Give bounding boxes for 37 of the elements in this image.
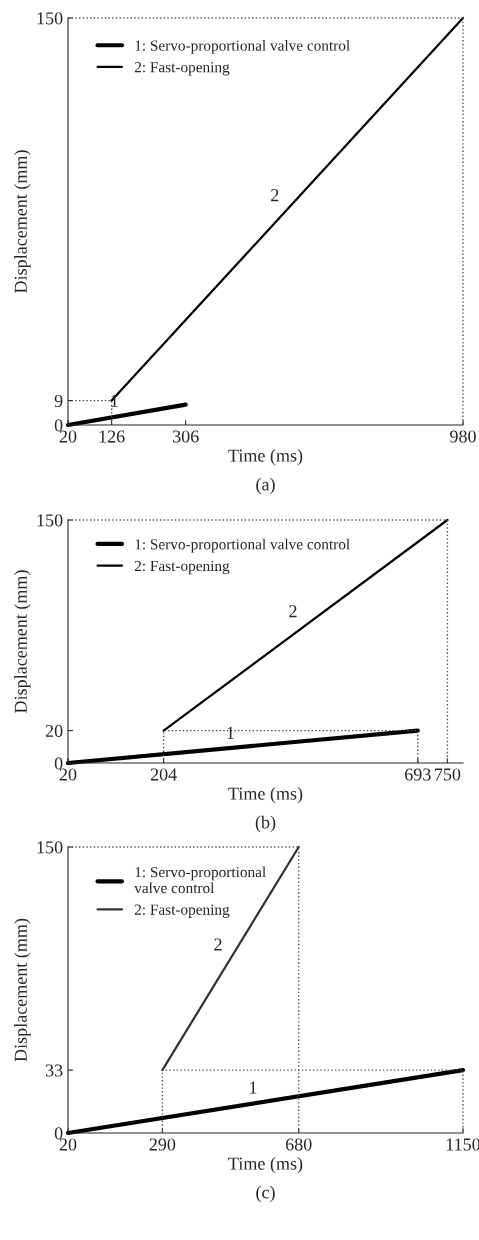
x-axis-title: Time (ms) — [228, 449, 303, 466]
text: (a) — [256, 477, 275, 495]
x-tick-label: 290 — [149, 1138, 176, 1151]
x-tick-label: 693 — [405, 768, 431, 781]
y-tick-label: 150 — [37, 514, 63, 527]
x-axis-title: Time (ms) — [228, 1157, 303, 1174]
legend-label: 1: Servo-proportional valve control — [135, 39, 350, 54]
legend-label: 2: Fast-opening — [134, 560, 230, 575]
annotation: 2 — [271, 189, 279, 202]
legend-label: 1: Servo-proportional valve control — [134, 866, 266, 894]
y-tick-label: 0 — [54, 757, 63, 770]
legend-label: 2: Fast-opening — [134, 62, 230, 76]
y-tick-label: 0 — [54, 1127, 63, 1140]
annotation: 1 — [227, 726, 234, 739]
y-tick-label: 150 — [37, 12, 63, 25]
y-tick-label: 9 — [54, 394, 63, 408]
annotation: 2 — [214, 938, 222, 951]
y-tick-label: 20 — [45, 724, 63, 738]
text: (b) — [255, 815, 276, 833]
y-axis-title: Displacement (mm) — [14, 918, 31, 1062]
text: (c) — [256, 1185, 275, 1203]
y-axis-title: Displacement (mm) — [14, 150, 31, 293]
annotation: 2 — [289, 605, 297, 618]
y-tick-label: 0 — [54, 419, 63, 432]
x-tick-label: 750 — [435, 768, 461, 781]
x-tick-label: 306 — [173, 430, 199, 443]
y-tick-label: 150 — [37, 841, 63, 854]
legend-label: 2: Fast-opening — [134, 904, 230, 918]
x-tick-label: 126 — [99, 430, 125, 443]
y-axis-title: Displacement (mm) — [14, 570, 31, 713]
legend-label: 1: Servo-proportional valve control — [135, 538, 350, 553]
x-axis-title: Time (ms) — [228, 787, 303, 804]
x-tick-label: 204 — [150, 768, 177, 781]
y-tick-label: 33 — [45, 1064, 63, 1077]
x-tick-label: 980 — [450, 430, 476, 443]
x-tick-label: 680 — [285, 1138, 312, 1151]
annotation: 1 — [250, 1081, 257, 1094]
